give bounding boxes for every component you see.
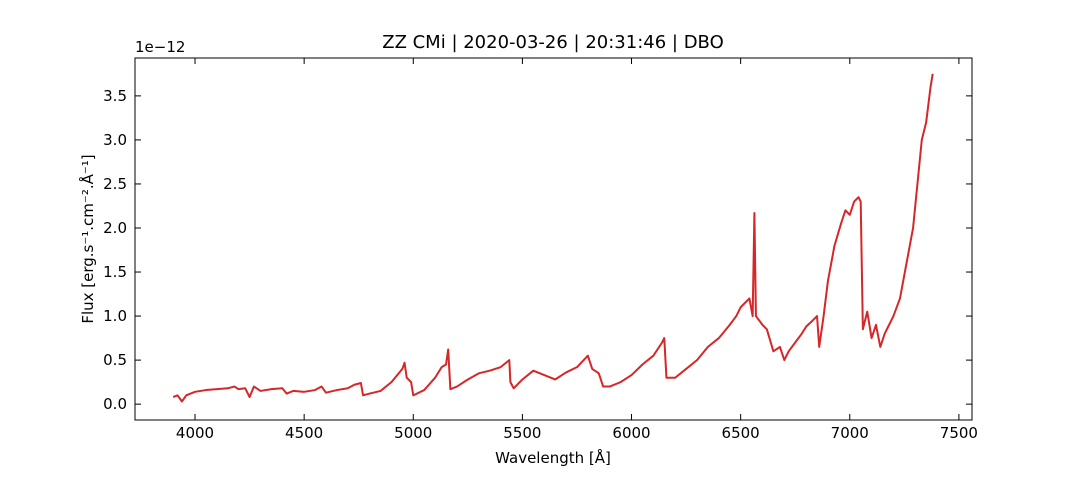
y-tick-label: 1.0 <box>103 307 127 325</box>
x-tick-label: 5000 <box>394 424 432 442</box>
x-tick-label: 5500 <box>503 424 541 442</box>
x-tick-label: 6500 <box>722 424 760 442</box>
x-axis-label: Wavelength [Å] <box>495 448 611 467</box>
y-tick-label: 3.5 <box>103 87 127 105</box>
x-tick-label: 7500 <box>940 424 978 442</box>
y-tick-label: 0.5 <box>103 351 127 369</box>
x-tick-label: 7000 <box>831 424 869 442</box>
x-tick-label: 6000 <box>612 424 650 442</box>
chart-title: ZZ CMi | 2020-03-26 | 20:31:46 | DBO <box>382 32 724 53</box>
y-axis-label: Flux [erg.s⁻¹.cm⁻².Å⁻¹] <box>78 154 97 323</box>
spectrum-line <box>172 73 934 403</box>
y-tick-label: 2.0 <box>103 219 127 237</box>
y-tick-label: 1.5 <box>103 263 127 281</box>
y-tick-label: 2.5 <box>103 175 127 193</box>
plot-frame <box>134 57 973 421</box>
x-tick-label: 4500 <box>285 424 323 442</box>
y-tick-label: 3.0 <box>103 131 127 149</box>
y-offset-label: 1e−12 <box>135 38 185 56</box>
y-tick-label: 0.0 <box>103 395 127 413</box>
x-tick-label: 4000 <box>176 424 214 442</box>
